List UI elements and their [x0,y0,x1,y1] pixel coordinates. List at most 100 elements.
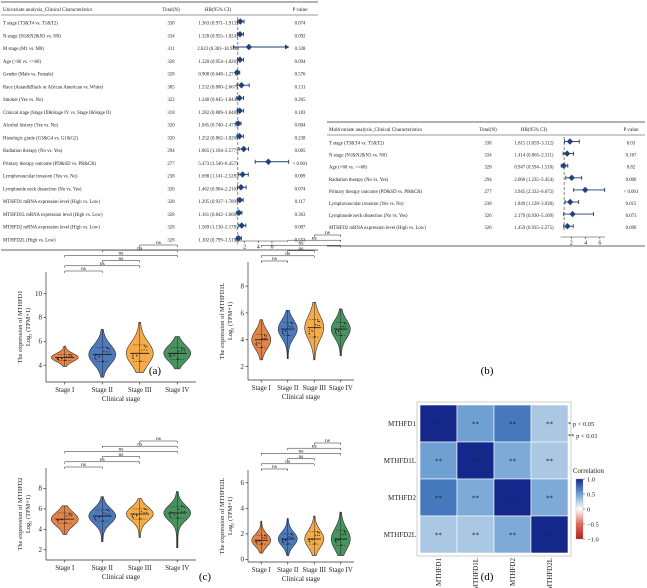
violin-point [68,355,70,357]
hr-point [240,145,247,153]
violin-point [318,321,320,323]
heatmap-row-label: MTHFD1L [384,457,416,465]
violin-point [316,531,319,533]
table-row: T stage (T3&T4 vs. T1&T2) 338 1.363 (0.971… [3,18,306,27]
sig-bracket [64,461,140,464]
table-row: Smoker (Yes vs. No) 322 1.248 (0.845–1.844… [3,94,306,103]
y-axis-unit: Log₂ (TPM+1) [227,497,234,535]
table-header-p: P value [624,127,640,133]
row-hr-ci: 1.363 (0.971–1.913) [198,22,238,27]
row-total: 328 [167,73,175,78]
y-tick-label: 2 [241,530,245,538]
heatmap-col-label: MTHFD1 [435,558,443,587]
y-tick-label: 8 [39,314,43,322]
violin-point [108,351,110,353]
table-row: N stage (N1&N2&N3 vs. N0) 334 1.320 (0.955… [3,31,306,39]
table-row: Radiation therapy (No vs. Yes) 294 2.066 (… [329,174,637,183]
panel-d-heatmap: ** ** ** ** ** ** ** ** ** ** ** ** ** ** ** ** MTHFD1 MT… [384,401,605,588]
row-p-value: 0.183 [295,111,306,116]
table-row: Lymphovascular invasion (Yes vs. No) 238 1… [329,198,637,207]
row-characteristic: Alcohol history (Yes vs. No) [3,124,58,129]
violin-point [95,358,97,360]
table-row: Race (Asian&Black or African American vs… [3,82,306,90]
violin-point [95,354,97,357]
row-total: 294 [484,178,492,183]
heatmap-cell-sig: ** [546,532,554,540]
colorbar-tick-label: −1.0 [587,536,599,543]
violin-point [311,330,313,332]
x-tick-label: Stage I [55,565,75,572]
y-tick-label: 8 [241,282,245,290]
x-tick-label: Stage II [277,385,299,392]
heatmap-cell: ** [419,515,458,554]
heatmap-col-label: MTHFD2L [546,558,554,588]
violin-point [291,534,293,536]
heatmap-cell: ** [419,478,458,517]
y-tick-label: 8 [39,485,43,493]
row-total: 328 [167,213,175,218]
violin-point [318,532,320,534]
violin-point [263,537,265,539]
sig-bracket [314,442,341,445]
row-total: 328 [167,200,175,205]
row-p-value: 0.117 [295,200,306,205]
violin-point [263,337,265,339]
heatmap-cell-fill [456,404,495,443]
violin-point [131,515,133,517]
violin-point [316,534,318,536]
y-tick-label: 0 [241,556,245,564]
heatmap-cell-sig: ** [472,495,480,503]
sig-label: ns [299,241,304,247]
violin-point [314,534,316,536]
violin-point [71,515,73,517]
violin-point [258,342,260,344]
forest-axis-tick-label: 4 [584,241,587,247]
sig-bracket [261,468,288,471]
sig-bracket [261,245,341,248]
heatmap-cell: ** [530,441,569,480]
table-row: Radiation therapy (No vs. Yes) 294 1.865 (… [3,145,306,154]
sig-label: ns [325,438,330,444]
heatmap-cell: ** [456,478,495,517]
violin-point [335,541,337,543]
row-characteristic: N stage (N1&N2&N3 vs. N0) [329,154,387,159]
x-tick-label: Stage I [55,387,75,394]
heatmap-cell-fill [456,478,495,517]
table-row: T stage (T3&T4 vs. T1&T2) 338 1.815 (1.059… [329,138,636,147]
row-characteristic: Lymphnode neck dissection (No vs. Yes) [329,214,408,219]
sig-bracket [314,234,341,237]
sig-bracket [64,270,103,273]
violin-point [292,536,294,538]
row-characteristic: MTHFD2 mRNA expression level (High vs. L… [3,226,100,231]
row-hr-ci: 1.320 (0.954–1.826) [198,60,238,65]
violin-point [263,334,266,336]
x-tick-label: Stage III [302,567,326,574]
violin-point [71,355,73,358]
violin-point [136,515,138,517]
row-hr-ci: 0.908 (0.648–1.273) [198,73,238,78]
row-hr-ci: 2.623 (0.363–18.938) [197,47,239,52]
y-axis-label: The expression of MTHFD1 [17,291,24,364]
sig-bracket [102,260,140,263]
row-total: 326 [484,226,492,231]
heatmap-cell: ** [456,441,495,480]
x-tick-label: Stage III [128,565,152,572]
heatmap-cell-sig: ** [546,495,554,503]
sig-bracket [64,265,140,268]
violin-point [288,325,290,327]
sig-bracket [261,463,315,466]
row-hr-ci: 1.102 (0.799–1.519) [198,238,238,243]
row-total: 322 [167,98,175,103]
violin-point [255,342,257,344]
violin-point [337,330,340,332]
sig-label: ns [119,452,124,458]
row-total: 328 [167,238,175,243]
sig-label: ns [285,251,290,257]
violin-point [261,338,263,340]
hr-point [239,171,246,178]
violin-point [143,345,145,347]
x-axis-label: Clinical stage [282,575,320,583]
row-p-value: 0.007 [295,226,306,231]
row-total: 238 [484,202,492,207]
